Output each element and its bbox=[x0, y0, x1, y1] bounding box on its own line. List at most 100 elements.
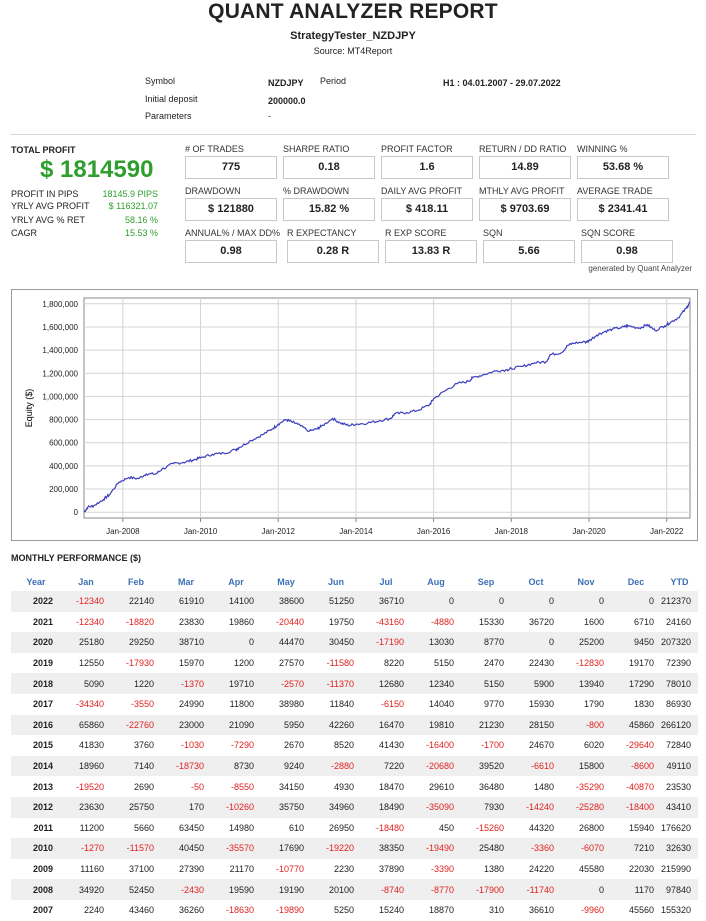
table-cell: -8600 bbox=[611, 756, 661, 777]
stat-drawdown: DRAWDOWN $ 121880 bbox=[185, 186, 277, 221]
symbol-value: NZDJPY bbox=[268, 78, 304, 88]
table-cell: 21170 bbox=[211, 859, 261, 880]
table-cell: 25200 bbox=[561, 632, 611, 653]
table-cell: -2880 bbox=[311, 756, 361, 777]
year-cell: 2010 bbox=[11, 838, 61, 859]
table-cell: 2670 bbox=[261, 735, 311, 756]
table-cell: 38710 bbox=[161, 632, 211, 653]
table-row: 2015 41830 3760 -1030 -7290 2670 8520 41430 -164… bbox=[11, 735, 698, 756]
total-profit-label: TOTAL PROFIT bbox=[11, 145, 76, 155]
table-cell: -12340 bbox=[61, 591, 111, 612]
table-cell: -11740 bbox=[511, 879, 561, 900]
table-cell: 26800 bbox=[561, 818, 611, 839]
table-cell: -2430 bbox=[161, 879, 211, 900]
table-cell: 0 bbox=[561, 879, 611, 900]
table-cell: 5900 bbox=[511, 673, 561, 694]
table-cell: 38600 bbox=[261, 591, 311, 612]
table-cell: 2470 bbox=[461, 653, 511, 674]
table-cell: 28150 bbox=[511, 715, 561, 736]
monthly-performance-title: MONTHLY PERFORMANCE ($) bbox=[11, 553, 141, 563]
table-cell: 23630 bbox=[61, 797, 111, 818]
yearly-avg-return-row: YRLY AVG % RET 58.16 % bbox=[11, 215, 158, 225]
stat-value-box: 0.98 bbox=[581, 240, 673, 263]
y-tick-label: 200,000 bbox=[49, 485, 78, 494]
table-cell: -1370 bbox=[161, 673, 211, 694]
table-cell: -7290 bbox=[211, 735, 261, 756]
table-cell: -43160 bbox=[361, 612, 411, 633]
column-header: Sep bbox=[461, 572, 511, 591]
table-cell: -11370 bbox=[311, 673, 361, 694]
x-tick-label: Jan-2018 bbox=[495, 527, 529, 536]
table-cell: 19190 bbox=[261, 879, 311, 900]
profit-in-pips-row: PROFIT IN PIPS 18145.9 PIPS bbox=[11, 189, 158, 199]
table-cell: -18400 bbox=[611, 797, 661, 818]
table-cell: 0 bbox=[411, 591, 461, 612]
table-cell: 24990 bbox=[161, 694, 211, 715]
table-row: 2016 65860 -22760 23000 21090 5950 42260 16470 1… bbox=[11, 715, 698, 736]
table-cell: -19220 bbox=[311, 838, 361, 859]
table-cell: -6610 bbox=[511, 756, 561, 777]
table-cell: -16400 bbox=[411, 735, 461, 756]
table-cell: 40450 bbox=[161, 838, 211, 859]
year-cell: 2015 bbox=[11, 735, 61, 756]
table-cell: -9960 bbox=[561, 900, 611, 921]
table-row: 2012 23630 25750 170 -10260 35750 34960 18490 -3… bbox=[11, 797, 698, 818]
table-cell: 14100 bbox=[211, 591, 261, 612]
table-cell: 23000 bbox=[161, 715, 211, 736]
table-row: 2014 18960 7140 -18730 8730 9240 -2880 7220 -206… bbox=[11, 756, 698, 777]
generated-by-note: generated by Quant Analyzer bbox=[588, 264, 692, 273]
table-cell: 78010 bbox=[661, 673, 698, 694]
table-cell: 26950 bbox=[311, 818, 361, 839]
table-cell: -19890 bbox=[261, 900, 311, 921]
table-cell: -12830 bbox=[561, 653, 611, 674]
table-cell: 0 bbox=[561, 591, 611, 612]
table-cell: 1380 bbox=[461, 859, 511, 880]
column-header: Mar bbox=[161, 572, 211, 591]
y-tick-label: 1,200,000 bbox=[42, 369, 78, 378]
period-value: H1 : 04.01.2007 - 29.07.2022 bbox=[443, 78, 561, 88]
table-cell: -10770 bbox=[261, 859, 311, 880]
table-cell: 7220 bbox=[361, 756, 411, 777]
stat-monthly-avg: MTHLY AVG PROFIT $ 9703.69 bbox=[479, 186, 571, 221]
stat-r-exp-score: R EXP SCORE 13.83 R bbox=[385, 228, 477, 263]
table-cell: 1480 bbox=[511, 776, 561, 797]
stat-daily-avg: DAILY AVG PROFIT $ 418.11 bbox=[381, 186, 473, 221]
table-cell: 19710 bbox=[211, 673, 261, 694]
table-cell: 8220 bbox=[361, 653, 411, 674]
table-cell: 16470 bbox=[361, 715, 411, 736]
table-cell: 19750 bbox=[311, 612, 361, 633]
table-cell: 41430 bbox=[361, 735, 411, 756]
table-cell: 0 bbox=[461, 591, 511, 612]
year-cell: 2013 bbox=[11, 776, 61, 797]
stat-value: 15.53 % bbox=[125, 228, 158, 238]
column-header: Jan bbox=[61, 572, 111, 591]
column-header: Year bbox=[11, 572, 61, 591]
year-cell: 2008 bbox=[11, 879, 61, 900]
table-cell: 52450 bbox=[111, 879, 161, 900]
y-tick-label: 400,000 bbox=[49, 462, 78, 471]
table-cell: 45580 bbox=[561, 859, 611, 880]
table-cell: -35570 bbox=[211, 838, 261, 859]
table-cell: -4880 bbox=[411, 612, 461, 633]
table-cell: 5150 bbox=[461, 673, 511, 694]
table-cell: 0 bbox=[511, 591, 561, 612]
table-cell: 1220 bbox=[111, 673, 161, 694]
table-cell: 14980 bbox=[211, 818, 261, 839]
y-tick-label: 1,000,000 bbox=[42, 392, 78, 401]
table-cell: 24670 bbox=[511, 735, 561, 756]
stat-pct-drawdown: % DRAWDOWN 15.82 % bbox=[283, 186, 375, 221]
table-cell: 0 bbox=[511, 632, 561, 653]
table-cell: 11800 bbox=[211, 694, 261, 715]
table-cell: 5090 bbox=[61, 673, 111, 694]
table-cell: 38350 bbox=[361, 838, 411, 859]
stat-label: SQN bbox=[483, 228, 575, 240]
stat-value-box: 775 bbox=[185, 156, 277, 179]
table-cell: 44320 bbox=[511, 818, 561, 839]
column-header: YTD bbox=[661, 572, 698, 591]
table-cell: -35090 bbox=[411, 797, 461, 818]
stat-annual-maxdd: ANNUAL% / MAX DD% 0.98 bbox=[185, 228, 277, 263]
deposit-value: 200000.0 bbox=[268, 96, 306, 106]
year-cell: 2018 bbox=[11, 673, 61, 694]
table-cell: 36710 bbox=[361, 591, 411, 612]
column-header: Jul bbox=[361, 572, 411, 591]
